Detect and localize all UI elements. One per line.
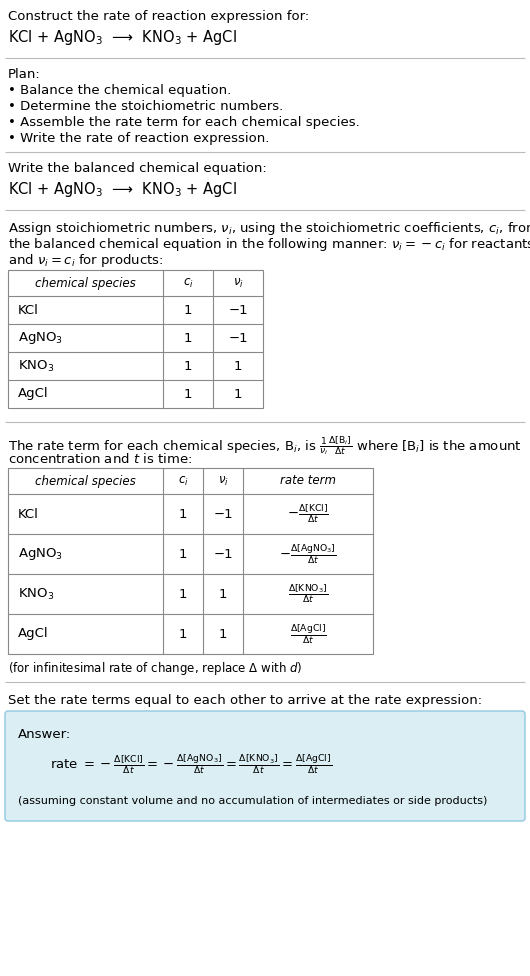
Text: rate term: rate term xyxy=(280,474,336,487)
Text: and $\nu_i = c_i$ for products:: and $\nu_i = c_i$ for products: xyxy=(8,252,164,269)
Text: Construct the rate of reaction expression for:: Construct the rate of reaction expressio… xyxy=(8,10,309,23)
Text: The rate term for each chemical species, B$_i$, is $\frac{1}{\nu_i}\frac{\Delta[: The rate term for each chemical species,… xyxy=(8,434,522,457)
Text: • Write the rate of reaction expression.: • Write the rate of reaction expression. xyxy=(8,132,269,145)
Text: chemical species: chemical species xyxy=(35,474,136,487)
Text: (assuming constant volume and no accumulation of intermediates or side products): (assuming constant volume and no accumul… xyxy=(18,796,488,806)
Text: KCl: KCl xyxy=(18,508,39,520)
Text: 1: 1 xyxy=(184,332,192,345)
Text: rate $= -\frac{\Delta[\mathrm{KCl}]}{\Delta t} = -\frac{\Delta[\mathrm{AgNO_3}]}: rate $= -\frac{\Delta[\mathrm{KCl}]}{\De… xyxy=(50,752,332,776)
Text: the balanced chemical equation in the following manner: $\nu_i = -c_i$ for react: the balanced chemical equation in the fo… xyxy=(8,236,530,253)
Text: • Assemble the rate term for each chemical species.: • Assemble the rate term for each chemic… xyxy=(8,116,360,129)
Text: $\nu_i$: $\nu_i$ xyxy=(233,276,243,290)
Text: 1: 1 xyxy=(234,387,242,400)
Text: Assign stoichiometric numbers, $\nu_i$, using the stoichiometric coefficients, $: Assign stoichiometric numbers, $\nu_i$, … xyxy=(8,220,530,237)
Text: 1: 1 xyxy=(184,387,192,400)
Text: KCl + AgNO$_3$  ⟶  KNO$_3$ + AgCl: KCl + AgNO$_3$ ⟶ KNO$_3$ + AgCl xyxy=(8,28,237,47)
Text: chemical species: chemical species xyxy=(35,276,136,290)
Text: 1: 1 xyxy=(184,304,192,316)
Text: 1: 1 xyxy=(184,359,192,373)
Text: Answer:: Answer: xyxy=(18,728,71,741)
Text: 1: 1 xyxy=(179,628,187,640)
Text: $c_i$: $c_i$ xyxy=(183,276,193,290)
Text: $-\frac{\Delta[\mathrm{AgNO_3}]}{\Delta t}$: $-\frac{\Delta[\mathrm{AgNO_3}]}{\Delta … xyxy=(279,543,337,566)
Text: $\frac{\Delta[\mathrm{AgCl}]}{\Delta t}$: $\frac{\Delta[\mathrm{AgCl}]}{\Delta t}$ xyxy=(289,623,326,646)
FancyBboxPatch shape xyxy=(5,711,525,821)
Bar xyxy=(8,270,263,408)
Text: AgCl: AgCl xyxy=(18,387,49,400)
Text: • Determine the stoichiometric numbers.: • Determine the stoichiometric numbers. xyxy=(8,100,283,113)
Text: AgCl: AgCl xyxy=(18,628,49,640)
Text: 1: 1 xyxy=(179,588,187,600)
Text: KNO$_3$: KNO$_3$ xyxy=(18,587,54,601)
Text: −1: −1 xyxy=(228,332,248,345)
Text: −1: −1 xyxy=(213,548,233,560)
Bar xyxy=(8,468,373,654)
Text: −1: −1 xyxy=(228,304,248,316)
Text: $-\frac{\Delta[\mathrm{KCl}]}{\Delta t}$: $-\frac{\Delta[\mathrm{KCl}]}{\Delta t}$ xyxy=(287,503,329,525)
Text: Plan:: Plan: xyxy=(8,68,41,81)
Text: AgNO$_3$: AgNO$_3$ xyxy=(18,330,63,346)
Text: (for infinitesimal rate of change, replace Δ with $d$): (for infinitesimal rate of change, repla… xyxy=(8,660,303,677)
Text: 1: 1 xyxy=(219,588,227,600)
Text: • Balance the chemical equation.: • Balance the chemical equation. xyxy=(8,84,231,97)
Text: $\nu_i$: $\nu_i$ xyxy=(218,474,228,488)
Text: 1: 1 xyxy=(219,628,227,640)
Text: Set the rate terms equal to each other to arrive at the rate expression:: Set the rate terms equal to each other t… xyxy=(8,694,482,707)
Text: Write the balanced chemical equation:: Write the balanced chemical equation: xyxy=(8,162,267,175)
Text: $c_i$: $c_i$ xyxy=(178,474,188,488)
Text: KCl: KCl xyxy=(18,304,39,316)
Text: AgNO$_3$: AgNO$_3$ xyxy=(18,546,63,562)
Text: 1: 1 xyxy=(234,359,242,373)
Text: KCl + AgNO$_3$  ⟶  KNO$_3$ + AgCl: KCl + AgNO$_3$ ⟶ KNO$_3$ + AgCl xyxy=(8,180,237,199)
Text: concentration and $t$ is time:: concentration and $t$ is time: xyxy=(8,452,192,466)
Text: −1: −1 xyxy=(213,508,233,520)
Text: 1: 1 xyxy=(179,508,187,520)
Text: KNO$_3$: KNO$_3$ xyxy=(18,358,54,374)
Text: 1: 1 xyxy=(179,548,187,560)
Text: $\frac{\Delta[\mathrm{KNO_3}]}{\Delta t}$: $\frac{\Delta[\mathrm{KNO_3}]}{\Delta t}… xyxy=(288,583,328,605)
